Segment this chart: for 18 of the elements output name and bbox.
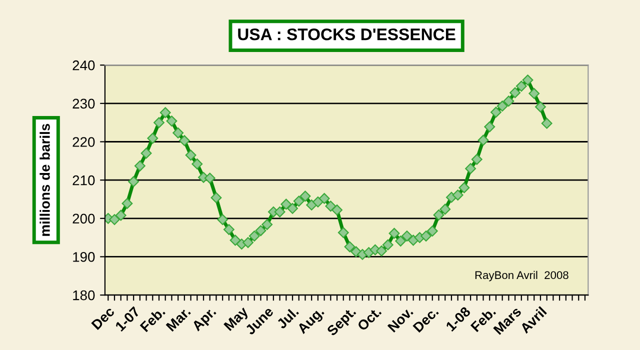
x-tick-label: Dec [91, 306, 116, 330]
y-tick-label: 230 [72, 98, 95, 109]
y-tick-label: 200 [72, 214, 95, 224]
x-tick-label: Dec. [412, 306, 439, 333]
chart-title: USA : STOCKS D'ESSENCE [238, 28, 456, 40]
annotation: RayBon Avril 2008 [475, 270, 568, 282]
y-tick-label: 220 [72, 137, 95, 147]
y-tick-label: 190 [73, 252, 95, 262]
y-tick-label: 180 [73, 290, 95, 300]
y-axis-title: millions de barils [40, 124, 50, 236]
x-tick-label: Mar. [166, 306, 191, 332]
x-tick-label: Jul. [276, 306, 300, 330]
y-tick-label: 240 [72, 60, 95, 70]
x-tick-label: Apr. [191, 306, 218, 334]
y-tick-label: 210 [72, 175, 95, 186]
x-tick-label: Oct. [356, 306, 382, 332]
x-tick-label: Feb. [139, 306, 166, 332]
x-tick-label: Nov. [387, 306, 414, 333]
